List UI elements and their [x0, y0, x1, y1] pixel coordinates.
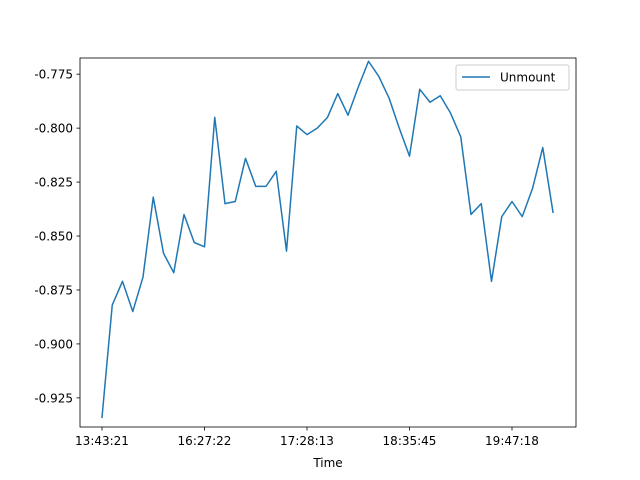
x-axis: 13:43:21 16:27:22 17:28:13 18:35:45 19:47:18: [75, 427, 539, 448]
legend-box: [455, 64, 570, 91]
x-tick-label: 17:28:13: [280, 434, 334, 448]
y-axis: -0.775 -0.800 -0.825 -0.850 -0.875 -0.900 -0.9…: [34, 68, 80, 405]
x-tick-label: 18:35:45: [383, 434, 437, 448]
series-line-unmount: [101, 60, 554, 419]
y-tick-label: -0.875: [34, 283, 73, 297]
y-tick-label: -0.825: [34, 176, 73, 190]
y-tick-label: -0.800: [34, 122, 73, 136]
y-tick-label: -0.900: [34, 337, 73, 351]
legend: Unmount: [455, 64, 570, 91]
y-tick-label: -0.850: [34, 230, 73, 244]
axes-frame: [79, 57, 577, 428]
y-tick-label: -0.925: [34, 391, 73, 405]
x-tick-label: 19:47:18: [485, 434, 539, 448]
series-layer: [101, 60, 554, 419]
x-tick-label: 16:27:22: [178, 434, 232, 448]
y-tick-label: -0.775: [34, 68, 73, 82]
plot-area: [79, 57, 577, 428]
x-tick-label: 13:43:21: [75, 434, 129, 448]
x-axis-label: Time: [312, 456, 342, 470]
legend-label: Unmount: [500, 71, 556, 85]
